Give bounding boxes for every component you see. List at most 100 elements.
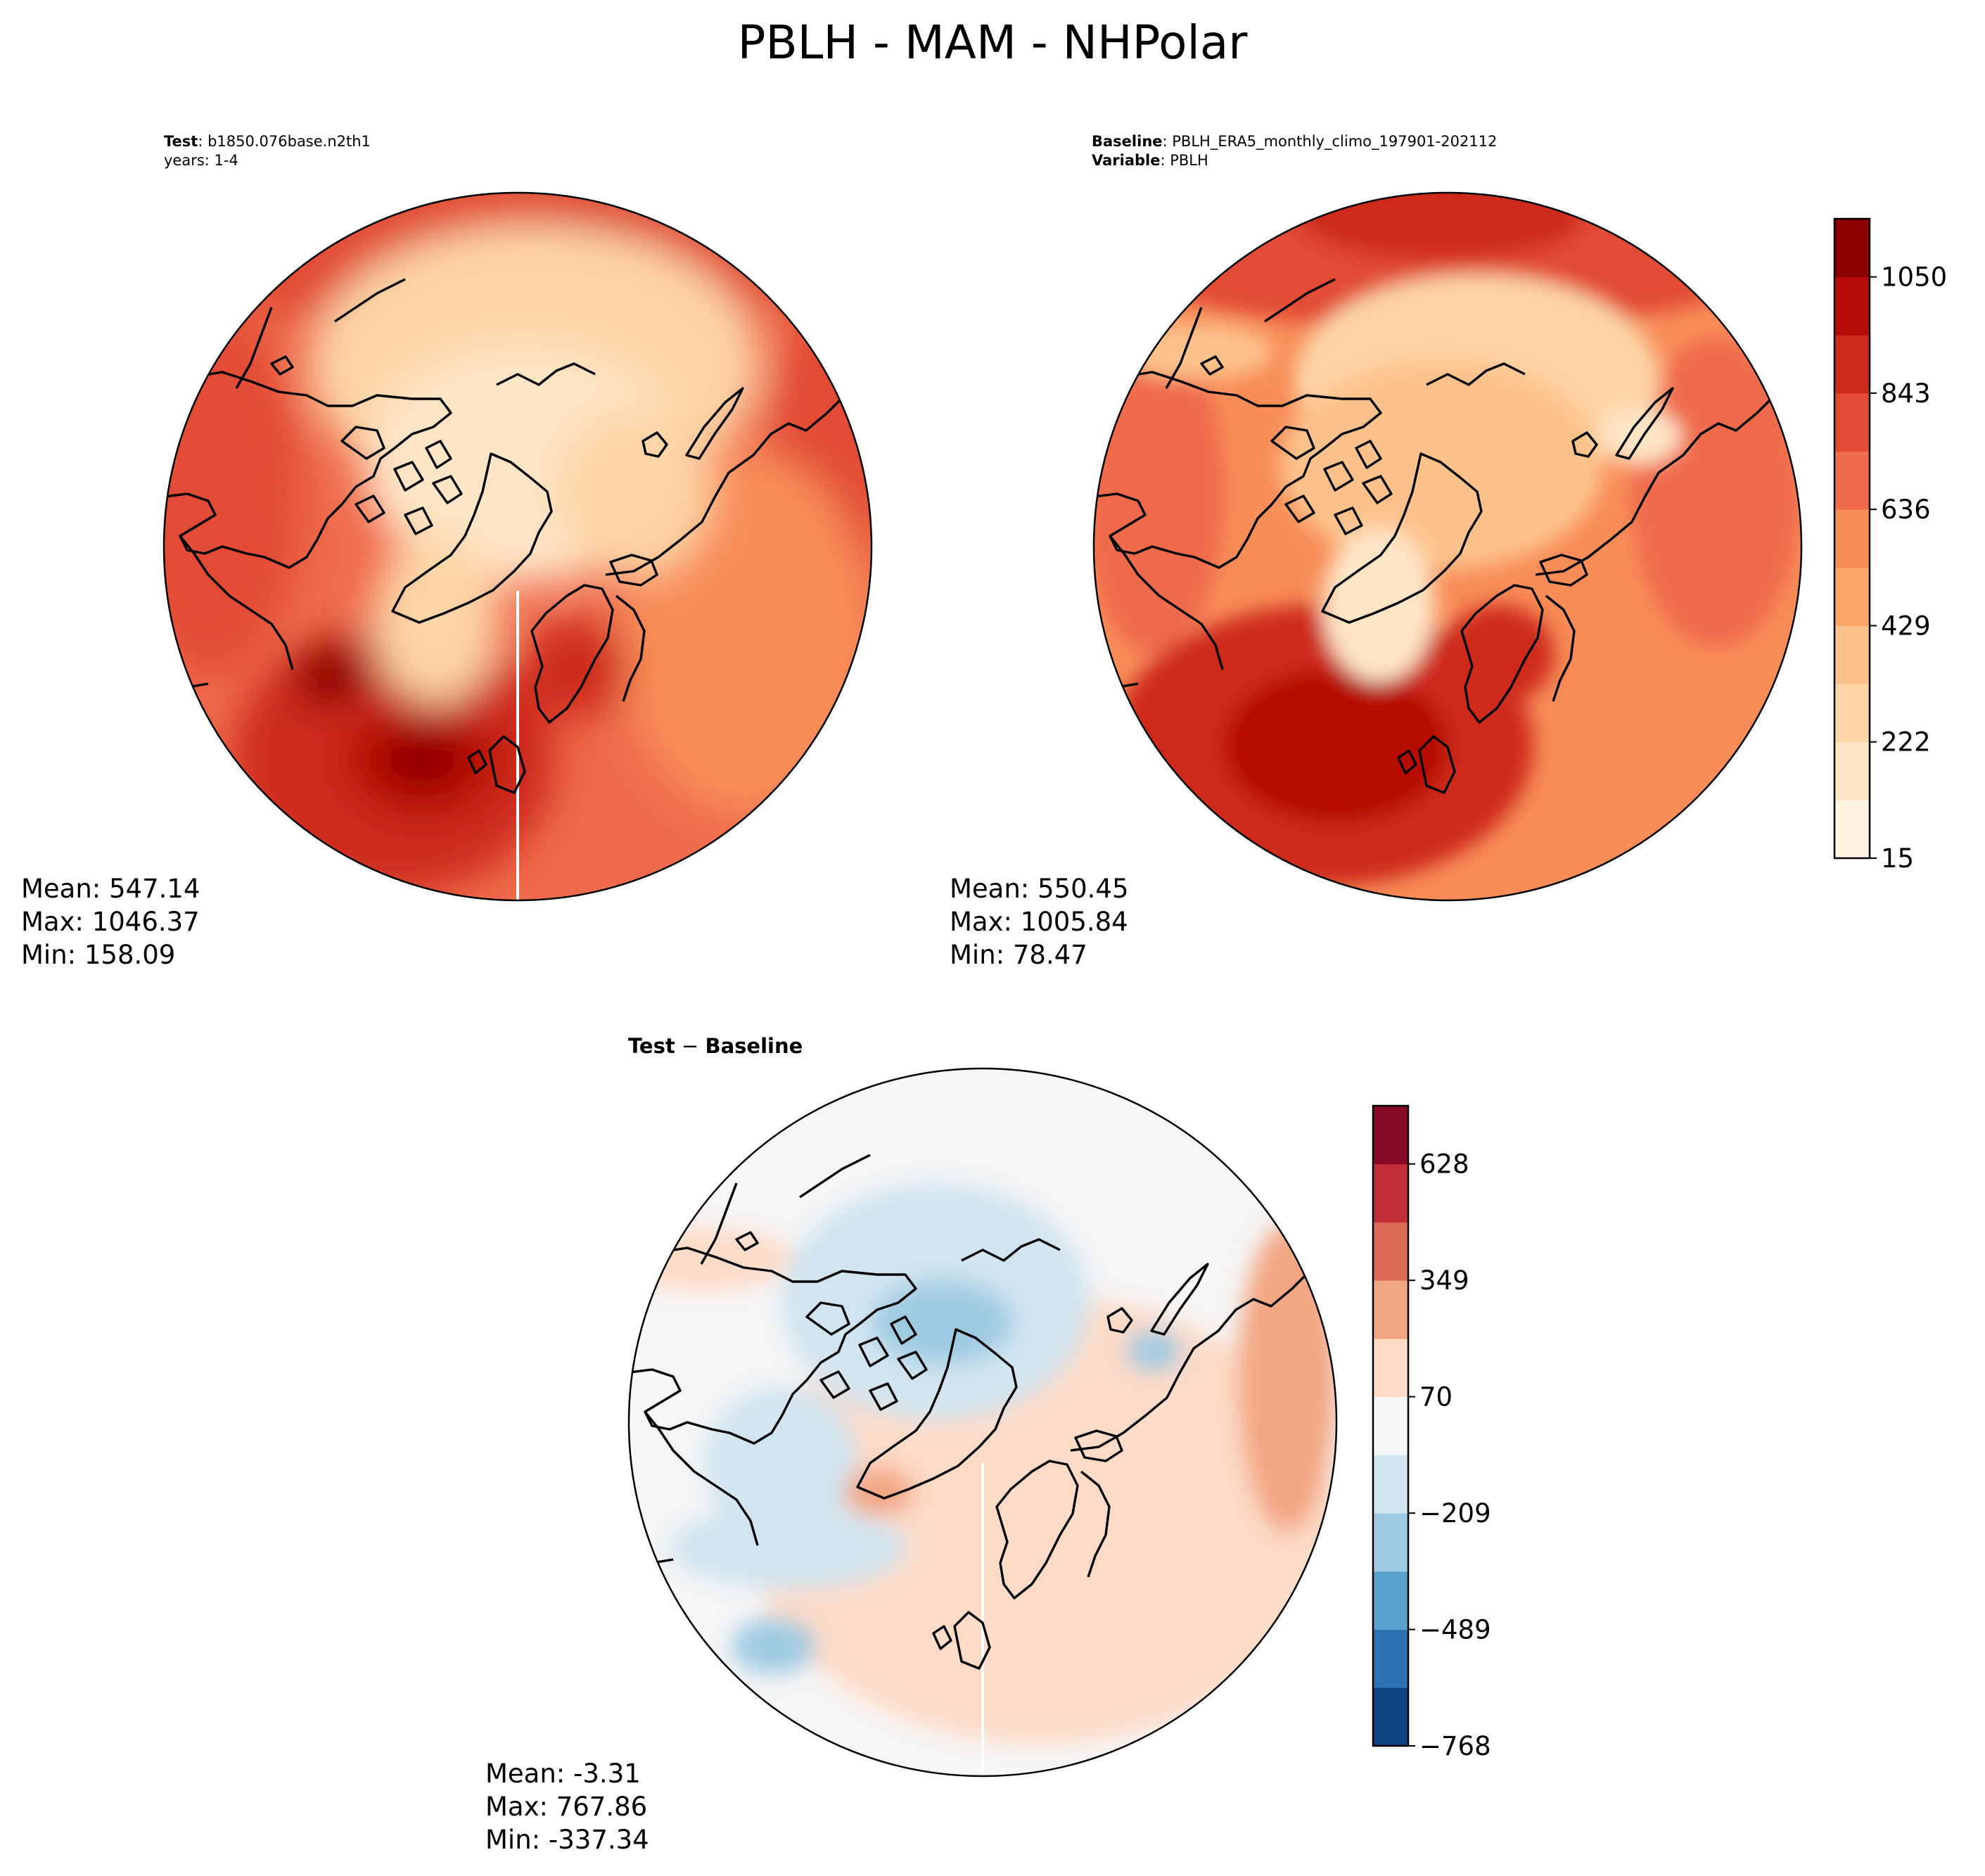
diff-coastline bbox=[856, 1328, 1018, 1500]
diff-map-border bbox=[627, 1067, 1338, 1778]
test-mean: Mean: 547.14 bbox=[21, 874, 200, 904]
baseline-coastline bbox=[1284, 494, 1315, 523]
diff-colorbar-swatch bbox=[1373, 1687, 1408, 1747]
baseline-coastline bbox=[1165, 307, 1203, 389]
diff-colorbar-swatch bbox=[1373, 1163, 1408, 1223]
diff-label-mid: − bbox=[675, 1034, 706, 1058]
test-coastline bbox=[496, 362, 596, 386]
diff-coastline bbox=[1106, 1307, 1133, 1334]
baseline-map-border bbox=[1092, 191, 1803, 902]
baseline-max: Max: 1005.84 bbox=[950, 907, 1128, 937]
main-colorbar-swatch bbox=[1834, 335, 1870, 394]
test-years: years: 1-4 bbox=[164, 152, 238, 169]
test-coastline bbox=[432, 475, 463, 504]
diff-colorbar-swatch bbox=[1373, 1629, 1408, 1688]
test-coastline bbox=[605, 362, 872, 576]
baseline-coastline bbox=[1418, 735, 1456, 794]
test-coastline bbox=[235, 307, 273, 389]
diff-coastline bbox=[1150, 1263, 1209, 1336]
diff-colorbar-swatch bbox=[1373, 1222, 1408, 1281]
test-coastline bbox=[355, 494, 385, 523]
diff-coastline bbox=[1070, 1238, 1336, 1452]
main-colorbar-swatch bbox=[1834, 219, 1870, 278]
diff-coastline bbox=[799, 1154, 871, 1199]
test-coastline bbox=[609, 554, 658, 587]
diff-label-bold2: Baseline bbox=[705, 1034, 803, 1058]
diff-min: Min: -337.34 bbox=[485, 1825, 649, 1855]
diff-coastline bbox=[819, 1370, 850, 1399]
diff-colorbar-border bbox=[1372, 1104, 1410, 1747]
diff-map bbox=[629, 1068, 1336, 1776]
test-coastline bbox=[179, 535, 294, 670]
diff-coastline bbox=[897, 1351, 928, 1380]
test-coastline bbox=[488, 735, 526, 794]
test-map-border bbox=[162, 191, 873, 902]
baseline-min: Min: 78.47 bbox=[950, 940, 1087, 970]
diff-coastline bbox=[1080, 1470, 1111, 1578]
main-colorbar: 15 222 429 636 843 1050 bbox=[1833, 217, 1947, 874]
baseline-coastline bbox=[1334, 506, 1363, 535]
test-coastline bbox=[404, 506, 433, 535]
test-coastline bbox=[340, 426, 385, 460]
main-colorbar-swatch bbox=[1834, 509, 1870, 568]
test-coastline bbox=[467, 749, 487, 774]
baseline-coastline bbox=[1323, 461, 1354, 492]
diff-coastline bbox=[1074, 1429, 1123, 1462]
diff-colorbar-swatch bbox=[1373, 1280, 1408, 1339]
diff-colorbar-tick-label: 70 bbox=[1419, 1382, 1453, 1412]
baseline-coastline bbox=[1200, 355, 1224, 376]
diff-coastline bbox=[953, 1611, 991, 1670]
diff-colorbar-tick-label: 349 bbox=[1419, 1265, 1469, 1296]
test-coastline bbox=[164, 371, 452, 569]
test-coastline bbox=[642, 431, 668, 458]
baseline-stats: Mean: 550.45 Max: 1005.84 Min: 78.47 bbox=[950, 872, 1129, 971]
diff-coastline bbox=[644, 1410, 759, 1546]
diff-coastline bbox=[805, 1301, 850, 1336]
test-coastline bbox=[270, 355, 294, 376]
diff-label-bold: Test bbox=[628, 1034, 675, 1058]
baseline-coastline bbox=[1545, 594, 1576, 702]
baseline-coastline bbox=[1094, 371, 1382, 569]
main-colorbar-tick-label: 1050 bbox=[1881, 262, 1947, 293]
main-colorbar-tick-label: 636 bbox=[1881, 494, 1931, 525]
figure-title: PBLH - MAM - NHPolar bbox=[737, 15, 1248, 70]
baseline-map bbox=[1094, 193, 1801, 900]
main-colorbar-swatch bbox=[1834, 451, 1870, 510]
diff-coastline bbox=[961, 1238, 1061, 1262]
baseline-coastline bbox=[1535, 362, 1801, 576]
diff-stats: Mean: -3.31 Max: 767.86 Min: -337.34 bbox=[485, 1757, 649, 1856]
diff-colorbar-swatch bbox=[1373, 1455, 1408, 1514]
main-colorbar-swatch bbox=[1834, 684, 1870, 743]
diff-colorbar-tick-label: −768 bbox=[1419, 1731, 1491, 1761]
diff-coastline bbox=[858, 1336, 889, 1367]
test-coastline bbox=[615, 594, 646, 702]
test-coastline bbox=[425, 440, 452, 469]
test-coastline bbox=[391, 452, 553, 624]
baseline-label-text: : PBLH_ERA5_monthly_climo_197901-202112 bbox=[1162, 133, 1498, 150]
diff-coastline bbox=[890, 1315, 917, 1345]
test-map bbox=[164, 193, 872, 900]
diff-colorbar-swatch bbox=[1373, 1106, 1408, 1165]
diff-colorbar-tick-label: 628 bbox=[1419, 1149, 1469, 1180]
test-coastline bbox=[393, 461, 424, 492]
main-colorbar-swatch bbox=[1834, 741, 1870, 800]
main-colorbar-tick-label: 222 bbox=[1881, 727, 1931, 758]
test-coastline bbox=[685, 387, 744, 460]
test-coastline bbox=[530, 584, 614, 724]
diff-coastline bbox=[869, 1382, 898, 1411]
diff-coastline bbox=[735, 1231, 759, 1251]
diff-coastline bbox=[995, 1460, 1079, 1600]
test-coastline bbox=[334, 278, 406, 323]
main-colorbar-swatch bbox=[1834, 625, 1870, 684]
baseline-coastline bbox=[1264, 278, 1336, 323]
baseline-label-bold: Baseline bbox=[1092, 133, 1163, 150]
baseline-coastline bbox=[1270, 426, 1315, 460]
baseline-coastline bbox=[1571, 431, 1598, 458]
baseline-coastline bbox=[1397, 749, 1417, 774]
test-stats: Mean: 547.14 Max: 1046.37 Min: 158.09 bbox=[21, 872, 200, 971]
diff-colorbar-tick-label: −489 bbox=[1419, 1615, 1491, 1645]
diff-colorbar-swatch bbox=[1373, 1571, 1408, 1631]
baseline-coastline bbox=[1615, 387, 1674, 460]
baseline-coastline bbox=[1321, 452, 1483, 624]
